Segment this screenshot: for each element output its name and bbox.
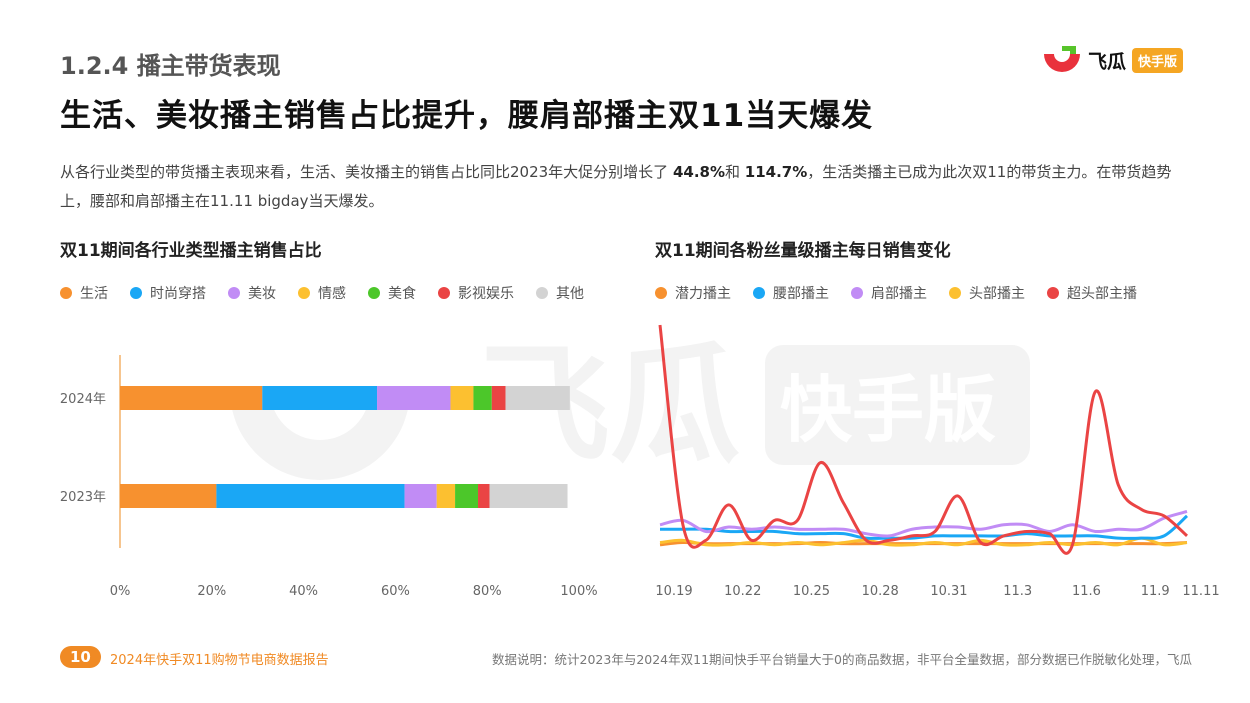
y-tick-label: 2023年 (60, 490, 106, 505)
section-title: 1.2.4 播主带货表现 (60, 52, 281, 80)
x-tick-label: 40% (289, 584, 318, 599)
page-number-badge: 10 (60, 646, 101, 668)
x-tick-label: 10.22 (724, 584, 761, 599)
x-tick-label: 20% (197, 584, 226, 599)
bar-legend-item: 其他 (536, 283, 584, 303)
logo-word: 飞瓜 (1088, 50, 1127, 73)
x-tick-label: 0% (110, 584, 131, 599)
bar-legend-item: 美食 (368, 283, 416, 303)
desc-value1: 44.8% (672, 163, 725, 181)
x-tick-label: 10.19 (655, 584, 692, 599)
line-legend-item: 腰部播主 (753, 283, 829, 303)
report-name: 2024年快手双11购物节电商数据报告 (110, 653, 329, 668)
line-legend-swatch (753, 287, 765, 299)
bar-segment (262, 386, 378, 410)
bar-segment (436, 484, 456, 508)
bar-legend-item: 影视娱乐 (438, 283, 514, 303)
bar-legend-swatch (60, 287, 72, 299)
desc-value2: 114.7% (744, 163, 808, 181)
y-tick-label: 2024年 (60, 392, 106, 407)
bar-legend-label: 影视娱乐 (458, 286, 514, 302)
line-legend-label: 潜力播主 (675, 286, 731, 302)
desc-part3: ，生活类播主已成为此次双11的带货主力。在带货趋势上，腰部和肩部播主在11.11… (60, 163, 1172, 210)
bar-legend-swatch (438, 287, 450, 299)
bar-legend-swatch (368, 287, 380, 299)
brand-logo: 飞瓜 快手版 (1042, 44, 1184, 76)
series-line (659, 510, 1188, 538)
line-legend-item: 头部播主 (949, 283, 1025, 303)
x-tick-label: 11.3 (1003, 584, 1032, 599)
bar-legend-label: 生活 (80, 286, 108, 302)
line-chart-title: 双11期间各粉丝量级播主每日销售变化 (655, 241, 951, 261)
bar-segment (120, 386, 263, 410)
bar-legend-swatch (228, 287, 240, 299)
page-title: 生活、美妆播主销售占比提升，腰肩部播主双11当天爆发 (60, 98, 874, 134)
line-legend-swatch (1047, 287, 1059, 299)
bar-segment (473, 386, 492, 410)
line-legend-label: 超头部主播 (1067, 286, 1137, 302)
bar-segment (450, 386, 474, 410)
bar-legend-item: 美妆 (228, 283, 276, 303)
series-line (659, 536, 1188, 547)
bar-legend-item: 时尚穿搭 (130, 283, 206, 303)
x-tick-label: 10.28 (862, 584, 899, 599)
x-tick-label: 10.25 (793, 584, 830, 599)
line-legend-swatch (655, 287, 667, 299)
bar-segment (455, 484, 479, 508)
bar-legend-label: 美食 (388, 286, 416, 302)
line-legend-label: 腰部播主 (773, 286, 829, 302)
bar-segment (478, 484, 490, 508)
x-tick-label: 11.9 (1141, 584, 1170, 599)
bar-chart-legend: 生活 时尚穿搭 美妆 情感 美食 影视娱乐 其他 (60, 283, 606, 303)
bar-legend-label: 时尚穿搭 (150, 286, 206, 302)
line-legend-item: 超头部主播 (1047, 283, 1137, 303)
bar-legend-label: 情感 (318, 286, 346, 302)
line-legend-swatch (949, 287, 961, 299)
data-note: 数据说明：统计2023年与2024年双11期间快手平台销量大于0的商品数据，非平… (492, 652, 1192, 667)
series-line (658, 324, 1189, 555)
desc-part1: 从各行业类型的带货播主表现来看，生活、美妆播主的销售占比同比2023年大促分别增… (60, 163, 673, 181)
line-legend-item: 肩部播主 (851, 283, 927, 303)
line-legend-label: 肩部播主 (871, 286, 927, 302)
bar-segment (489, 484, 568, 508)
stacked-bar-chart: 2024年 2023年 0% 20% 40% 60% 80% 100% (60, 355, 598, 599)
line-chart: 10.19 10.22 10.25 10.28 10.31 11.3 11.6 11.9 11.… (655, 324, 1220, 599)
bar-segment (120, 484, 217, 508)
bar-legend-item: 生活 (60, 283, 108, 303)
bar-segment (491, 386, 506, 410)
bar-legend-label: 美妆 (248, 286, 276, 302)
bar-legend-item: 情感 (298, 283, 346, 303)
logo-icon (1044, 46, 1080, 72)
line-chart-legend: 潜力播主 腰部播主 肩部播主 头部播主 超头部主播 (655, 283, 1159, 303)
x-tick-label: 80% (473, 584, 502, 599)
logo-badge: 快手版 (1132, 47, 1184, 73)
bar-legend-swatch (130, 287, 142, 299)
bar-segment (216, 484, 405, 508)
description: 从各行业类型的带货播主表现来看，生活、美妆播主的销售占比同比2023年大促分别增… (60, 158, 1200, 216)
x-tick-label: 100% (560, 584, 597, 599)
bar-segment (404, 484, 437, 508)
bar-legend-label: 其他 (556, 286, 584, 302)
desc-part2: 和 (725, 163, 745, 181)
x-tick-label: 10.31 (930, 584, 967, 599)
line-legend-swatch (851, 287, 863, 299)
bar-legend-swatch (298, 287, 310, 299)
bar-segment (505, 386, 570, 410)
x-tick-label: 11.6 (1072, 584, 1101, 599)
x-tick-label: 11.11 (1182, 584, 1219, 599)
x-tick-label: 60% (381, 584, 410, 599)
bar-segment (377, 386, 451, 410)
line-legend-label: 头部播主 (969, 286, 1025, 302)
bar-chart-title: 双11期间各行业类型播主销售占比 (60, 241, 322, 261)
line-legend-item: 潜力播主 (655, 283, 731, 303)
bar-legend-swatch (536, 287, 548, 299)
